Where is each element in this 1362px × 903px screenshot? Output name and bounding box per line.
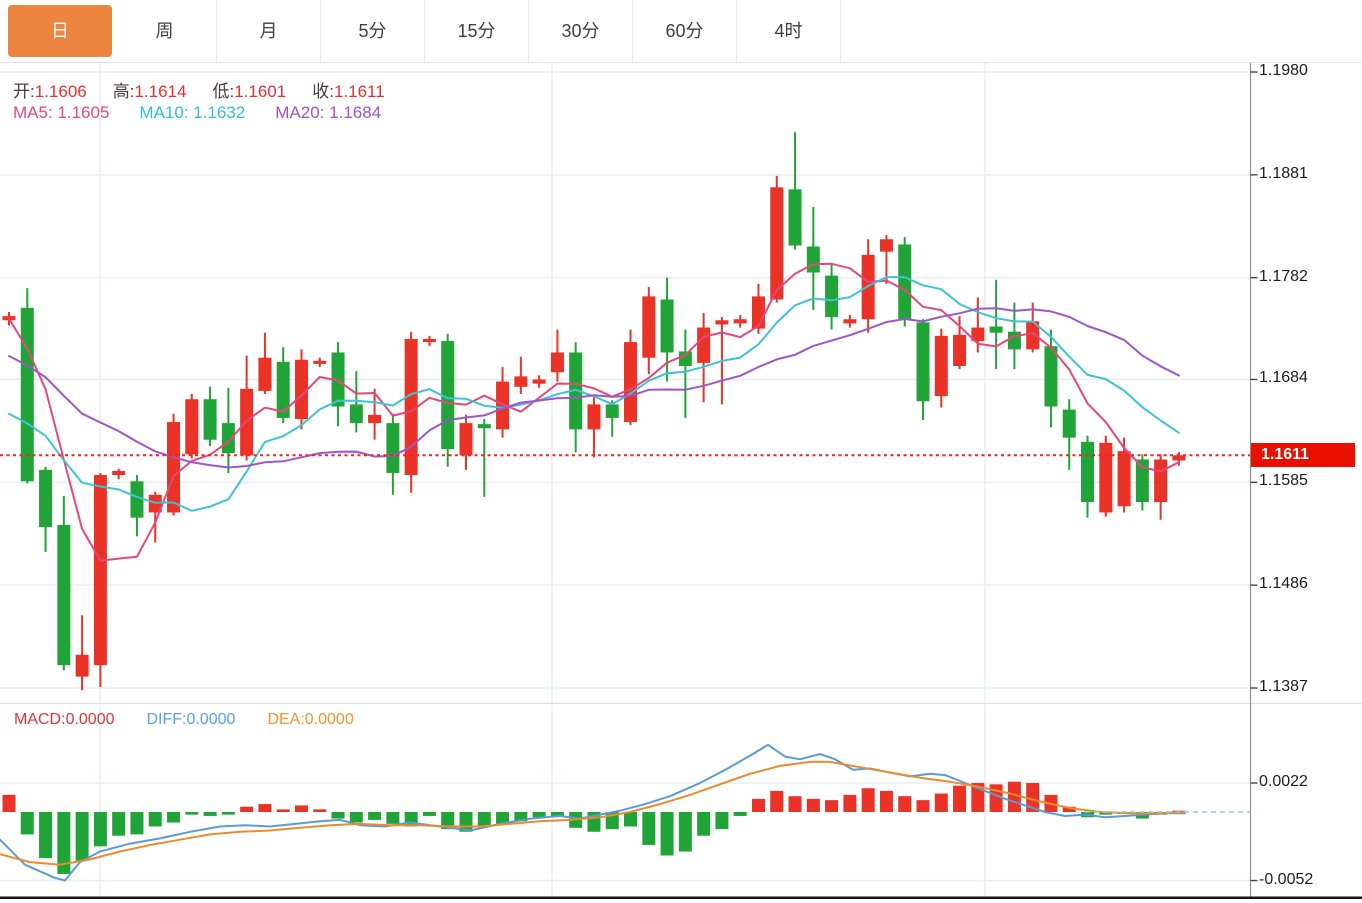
tab-4时[interactable]: 4时 xyxy=(737,0,841,62)
current-price-tag: 1.1611 xyxy=(1251,443,1355,468)
macd-axis-tick: 0.0022 xyxy=(1259,773,1308,790)
ma5-readout: MA5: 1.1605 xyxy=(13,103,110,122)
ma10-readout: MA10: 1.1632 xyxy=(139,103,246,122)
main-axis-tick: 1.1881 xyxy=(1259,164,1308,182)
main-axis-tick: 1.1486 xyxy=(1259,575,1308,593)
ma-readout: MA5: 1.1605 MA10: 1.1632 MA20: 1.1684 xyxy=(13,103,381,123)
interval-tab-bar: 日周月 5分 15分 30分 60分 4时 xyxy=(0,0,1362,63)
tab-60分[interactable]: 60分 xyxy=(633,0,737,62)
main-axis-tick: 1.1684 xyxy=(1259,369,1308,387)
macd-value-readout: MACD:0.0000 xyxy=(14,711,115,728)
main-axis-tick: 1.1387 xyxy=(1259,678,1308,695)
high-value: 1.1614 xyxy=(134,82,187,101)
tab-5分[interactable]: 5分 xyxy=(321,0,425,62)
diff-value-readout: DIFF:0.0000 xyxy=(146,711,236,728)
tab-30分[interactable]: 30分 xyxy=(529,0,633,62)
high-label: 高: xyxy=(112,82,135,101)
open-value: 1.1606 xyxy=(34,82,87,101)
open-label: 开: xyxy=(13,82,35,101)
tab-strip: 日周月 5分 15分 30分 60分 4时 xyxy=(8,0,841,62)
macd-axis-tick: -0.0052 xyxy=(1259,870,1314,888)
tab-15分[interactable]: 15分 xyxy=(425,0,529,62)
main-axis-tick: 1.1980 xyxy=(1259,62,1308,79)
tab-月[interactable]: 月 xyxy=(217,0,321,62)
ohlc-readout: 开:1.1606 高:1.1614 低:1.1601 收:1.1611 xyxy=(13,77,411,102)
low-value: 1.1601 xyxy=(234,82,287,101)
main-axis-tick: 1.1782 xyxy=(1259,267,1308,285)
close-value: 1.1611 xyxy=(333,82,385,101)
main-axis-tick: 1.1585 xyxy=(1259,472,1308,490)
dea-value-readout: DEA:0.0000 xyxy=(267,711,354,728)
macd-readout: MACD:0.0000 DIFF:0.0000 DEA:0.0000 xyxy=(14,711,354,729)
tab-周[interactable]: 周 xyxy=(113,0,217,62)
ma20-readout: MA20: 1.1684 xyxy=(275,103,382,122)
close-label: 收: xyxy=(312,82,334,101)
low-label: 低: xyxy=(212,82,235,101)
tab-日[interactable]: 日 xyxy=(8,5,112,57)
